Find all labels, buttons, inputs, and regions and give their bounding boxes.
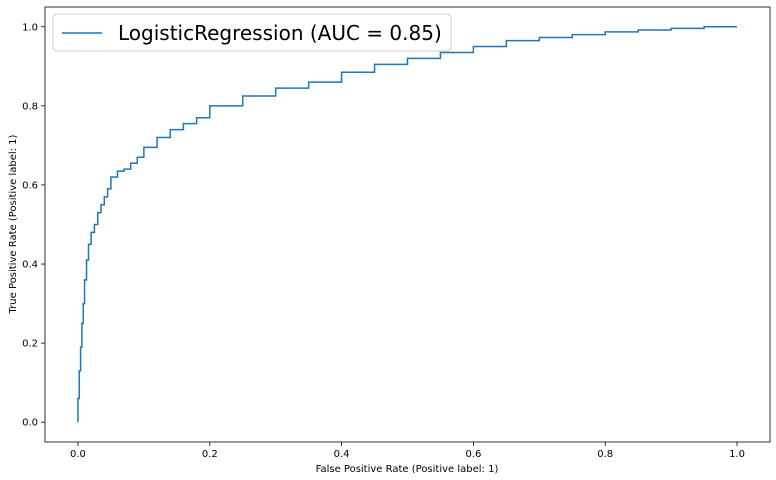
y-tick-label: 0.8: [22, 101, 38, 112]
x-axis-ticks: 0.0 0.2 0.4 0.6 0.8 1.0: [70, 442, 745, 460]
plot-frame: [44, 6, 771, 443]
y-axis-label: True Positive Rate (Positive label: 1): [8, 134, 19, 314]
roc-curve-line: [77, 26, 738, 423]
y-axis-ticks: 0.0 0.2 0.4 0.6 0.8 1.0: [22, 22, 45, 429]
y-tick-label: 0.0: [22, 418, 38, 429]
legend-label: LogisticRegression (AUC = 0.85): [118, 21, 442, 45]
legend-box: [52, 13, 452, 52]
x-axis-label: False Positive Rate (Positive label: 1): [316, 464, 499, 475]
x-tick-label: 0.6: [465, 449, 481, 460]
x-tick-label: 0.4: [334, 449, 350, 460]
x-tick-label: 1.0: [729, 449, 745, 460]
y-tick-label: 0.6: [22, 180, 38, 191]
y-tick-label: 0.2: [22, 339, 38, 350]
x-tick-label: 0.2: [202, 449, 218, 460]
x-tick-label: 0.0: [70, 449, 86, 460]
y-tick-label: 0.4: [22, 260, 38, 271]
y-tick-label: 1.0: [22, 22, 38, 33]
x-tick-label: 0.8: [597, 449, 613, 460]
legend: LogisticRegression (AUC = 0.85): [52, 13, 452, 52]
